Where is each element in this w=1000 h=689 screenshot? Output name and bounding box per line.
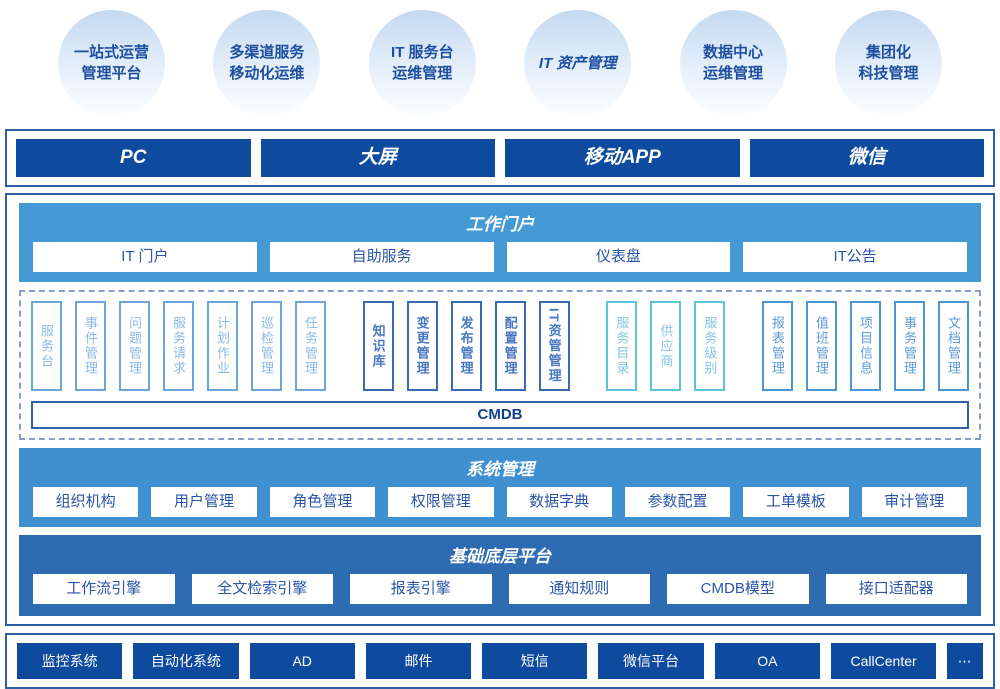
bubble-line: IT 资产管理 xyxy=(538,54,617,72)
system-management-title: 系统管理 xyxy=(466,460,534,479)
bubble-it-service-desk: IT 服务台 运维管理 xyxy=(368,9,476,117)
bubble-line: 管理平台 xyxy=(81,65,142,82)
portal-item-it-announcement: IT公告 xyxy=(743,242,967,272)
system-item-audit-mgmt: 审计管理 xyxy=(861,487,967,517)
channel-wechat: 微信 xyxy=(749,139,984,177)
module-group-support: 报表管理 值班管理 项目信息 事务管理 文档管理 xyxy=(761,301,969,391)
module-change-mgmt: 变更管理 xyxy=(406,301,438,391)
integration-callcenter: CallCenter xyxy=(830,643,937,679)
platform-item-report-engine: 报表引擎 xyxy=(350,574,492,604)
integration-sms: 短信 xyxy=(482,643,588,679)
module-configuration-mgmt: 配置管理 xyxy=(494,301,526,391)
bubble-line: IT 服务台 xyxy=(391,44,454,61)
integration-monitoring-system: 监控系统 xyxy=(17,643,123,679)
system-item-role-mgmt: 角色管理 xyxy=(269,487,376,517)
channel-mobile-app: 移动APP xyxy=(505,139,740,177)
system-item-org-structure: 组织机构 xyxy=(33,487,139,517)
bubble-datacenter-ops: 数据中心 运维管理 xyxy=(679,9,787,117)
system-item-ticket-template: 工单模板 xyxy=(743,487,849,517)
system-item-parameter-config: 参数配置 xyxy=(624,487,731,517)
itsm-module-area: 服务台 事件管理 问题管理 服务请求 计划作业 巡检管理 任务管理 知识库 变更… xyxy=(19,290,981,440)
work-portal-title: 工作门户 xyxy=(466,215,534,234)
system-management-section: 系统管理 组织机构 用户管理 角色管理 权限管理 数据字典 参数配置 工单模板 … xyxy=(19,448,981,527)
capability-bubble-row: 一站式运营 管理平台 多渠道服务 移动化运维 IT 服务台 运维管理 IT 资产… xyxy=(0,9,1000,117)
base-platform-items: 工作流引擎 全文检索引擎 报表引擎 通知规则 CMDB模型 接口适配器 xyxy=(33,574,967,604)
cmdb-bar: CMDB xyxy=(31,401,969,429)
bubble-line: 数据中心 xyxy=(703,44,764,61)
module-service-desk: 服务台 xyxy=(31,301,62,391)
platform-item-cmdb-model: CMDB模型 xyxy=(667,574,809,604)
integration-automation-system: 自动化系统 xyxy=(133,643,239,679)
base-platform-title: 基础底层平台 xyxy=(449,547,551,566)
module-project-info: 项目信息 xyxy=(849,301,881,391)
bubble-multichannel-mobile-ops: 多渠道服务 移动化运维 xyxy=(213,9,321,117)
module-supplier: 供应商 xyxy=(650,301,682,391)
integration-more: ⋯ xyxy=(947,643,984,679)
platform-item-workflow-engine: 工作流引擎 xyxy=(33,574,175,604)
portal-item-self-service: 自助服务 xyxy=(269,242,494,272)
module-group-core-itsm: 知识库 变更管理 发布管理 配置管理 IT资管管理 xyxy=(362,301,570,391)
bubble-it-asset-management: IT 资产管理 xyxy=(524,9,632,117)
portal-item-it-portal: IT 门户 xyxy=(33,242,257,272)
module-release-mgmt: 发布管理 xyxy=(450,301,482,391)
bubble-line: 多渠道服务 xyxy=(229,44,305,61)
module-group-service-operations: 服务台 事件管理 问题管理 服务请求 计划作业 巡检管理 任务管理 xyxy=(31,301,326,391)
integration-email: 邮件 xyxy=(365,643,472,679)
module-service-catalog: 服务目录 xyxy=(606,301,638,391)
bubble-line: 移动化运维 xyxy=(229,65,305,82)
system-item-permission-mgmt: 权限管理 xyxy=(388,487,494,517)
system-item-user-mgmt: 用户管理 xyxy=(151,487,257,517)
work-portal-section: 工作门户 IT 门户 自助服务 仪表盘 IT公告 xyxy=(19,203,981,282)
platform-item-interface-adapter: 接口适配器 xyxy=(825,574,967,604)
integration-layer: 监控系统 自动化系统 AD 邮件 短信 微信平台 OA CallCenter ⋯ xyxy=(5,633,995,689)
bubble-line: 运维管理 xyxy=(392,65,453,82)
module-columns: 服务台 事件管理 问题管理 服务请求 计划作业 巡检管理 任务管理 知识库 变更… xyxy=(31,301,969,391)
platform-item-notification-rules: 通知规则 xyxy=(508,574,650,604)
bubble-line: 科技管理 xyxy=(858,65,919,82)
integration-wechat-platform: 微信平台 xyxy=(598,643,704,679)
module-scheduled-jobs: 计划作业 xyxy=(207,301,238,391)
module-incident-mgmt: 事件管理 xyxy=(75,301,106,391)
bubble-line: 运维管理 xyxy=(703,65,764,82)
module-it-asset-mgmt: IT资管管理 xyxy=(538,301,570,391)
platform-item-fulltext-search-engine: 全文检索引擎 xyxy=(191,574,333,604)
platform-layer: 工作门户 IT 门户 自助服务 仪表盘 IT公告 服务台 事件管理 问题管理 服… xyxy=(5,193,995,626)
portal-item-dashboard: 仪表盘 xyxy=(506,242,731,272)
bubble-line: 一站式运营 xyxy=(73,44,149,61)
bubble-one-stop-operations: 一站式运营 管理平台 xyxy=(58,9,165,117)
module-duty-mgmt: 值班管理 xyxy=(805,301,837,391)
system-item-data-dictionary: 数据字典 xyxy=(506,487,612,517)
module-service-request: 服务请求 xyxy=(163,301,194,391)
module-inspection-mgmt: 巡检管理 xyxy=(251,301,282,391)
system-management-items: 组织机构 用户管理 角色管理 权限管理 数据字典 参数配置 工单模板 审计管理 xyxy=(33,487,967,517)
bubble-line: 集团化 xyxy=(865,44,911,61)
module-problem-mgmt: 问题管理 xyxy=(119,301,150,391)
itsm-architecture-diagram: 一站式运营 管理平台 多渠道服务 移动化运维 IT 服务台 运维管理 IT 资产… xyxy=(0,9,1000,689)
work-portal-items: IT 门户 自助服务 仪表盘 IT公告 xyxy=(33,242,967,272)
base-platform-section: 基础底层平台 工作流引擎 全文检索引擎 报表引擎 通知规则 CMDB模型 接口适… xyxy=(19,535,981,616)
integration-oa: OA xyxy=(714,643,820,679)
bubble-group-tech-management: 集团化 科技管理 xyxy=(834,9,942,117)
module-task-mgmt: 任务管理 xyxy=(295,301,326,391)
channel-big-screen: 大屏 xyxy=(260,139,495,177)
module-affairs-mgmt: 事务管理 xyxy=(893,301,925,391)
channel-pc: PC xyxy=(16,139,251,177)
module-report-mgmt: 报表管理 xyxy=(761,301,793,391)
module-document-mgmt: 文档管理 xyxy=(937,301,969,391)
integration-ad: AD xyxy=(249,643,355,679)
channel-layer: PC 大屏 移动APP 微信 xyxy=(5,129,995,187)
module-knowledge-base: 知识库 xyxy=(362,301,394,391)
module-group-service-design: 服务目录 供应商 服务级别 xyxy=(606,301,726,391)
module-service-level: 服务级别 xyxy=(694,301,726,391)
